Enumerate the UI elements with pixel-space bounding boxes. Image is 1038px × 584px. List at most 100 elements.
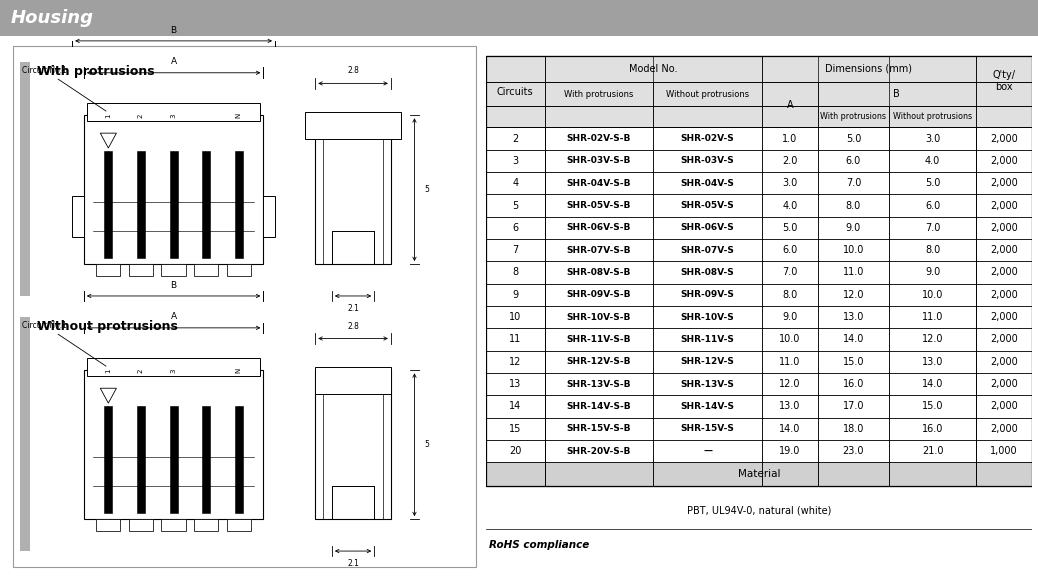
- Bar: [486, 350, 1032, 373]
- Text: 13: 13: [509, 379, 521, 389]
- Text: 6: 6: [512, 223, 518, 233]
- Text: 19.0: 19.0: [780, 446, 800, 456]
- Bar: [486, 194, 1032, 217]
- Text: 5.0: 5.0: [782, 223, 797, 233]
- Text: 14.0: 14.0: [780, 424, 800, 434]
- Bar: [316, 115, 391, 264]
- Text: Material: Material: [738, 469, 780, 479]
- Bar: [486, 440, 1032, 462]
- Bar: [129, 264, 153, 276]
- Text: 16.0: 16.0: [922, 424, 944, 434]
- Bar: [73, 196, 84, 237]
- Bar: [486, 418, 1032, 440]
- Text: SHR-11V-S: SHR-11V-S: [681, 335, 735, 344]
- Text: 12.0: 12.0: [780, 379, 800, 389]
- Text: SHR-04V-S-B: SHR-04V-S-B: [567, 179, 631, 187]
- Bar: [486, 82, 1032, 106]
- Bar: [486, 373, 1032, 395]
- Text: 9.0: 9.0: [783, 312, 797, 322]
- Bar: [87, 358, 260, 376]
- Text: 12: 12: [509, 357, 521, 367]
- Bar: [486, 395, 1032, 418]
- Bar: [486, 328, 1032, 350]
- Bar: [486, 55, 1032, 82]
- Bar: [169, 406, 177, 513]
- Text: B: B: [170, 26, 176, 34]
- Bar: [97, 264, 120, 276]
- Text: 7: 7: [512, 245, 518, 255]
- Bar: [486, 106, 1032, 127]
- Text: SHR-07V-S-B: SHR-07V-S-B: [567, 246, 631, 255]
- Bar: [486, 239, 1032, 261]
- Text: SHR-10V-S-B: SHR-10V-S-B: [567, 312, 631, 322]
- Bar: [104, 151, 112, 258]
- Bar: [129, 519, 153, 531]
- Text: SHR-02V-S-B: SHR-02V-S-B: [567, 134, 631, 143]
- Text: 10.0: 10.0: [922, 290, 944, 300]
- Text: 2,000: 2,000: [990, 200, 1017, 210]
- Text: 2.1: 2.1: [347, 559, 359, 568]
- Text: SHR-15V-S-B: SHR-15V-S-B: [567, 424, 631, 433]
- Text: 20: 20: [509, 446, 521, 456]
- Text: SHR-05V-S-B: SHR-05V-S-B: [567, 201, 631, 210]
- Text: Housing: Housing: [10, 9, 93, 27]
- Text: 7.0: 7.0: [846, 178, 862, 188]
- Bar: [264, 196, 275, 237]
- Bar: [169, 151, 177, 258]
- Text: 8.0: 8.0: [783, 290, 797, 300]
- Text: 13.0: 13.0: [780, 401, 800, 411]
- Text: SHR-06V-S-B: SHR-06V-S-B: [567, 223, 631, 232]
- Text: 13.0: 13.0: [922, 357, 944, 367]
- Text: 2.8: 2.8: [347, 322, 359, 331]
- Text: SHR-06V-S: SHR-06V-S: [681, 223, 735, 232]
- Bar: [486, 306, 1032, 328]
- Text: 1: 1: [105, 113, 111, 118]
- Text: Without protrusions: Without protrusions: [36, 320, 177, 333]
- Bar: [486, 261, 1032, 284]
- Text: 14: 14: [509, 401, 521, 411]
- Text: 15.0: 15.0: [922, 401, 944, 411]
- Bar: [486, 328, 1032, 350]
- Text: 9: 9: [512, 290, 518, 300]
- Text: 3: 3: [170, 369, 176, 373]
- Text: SHR-08V-S: SHR-08V-S: [681, 268, 735, 277]
- Text: PBT, UL94V-0, natural (white): PBT, UL94V-0, natural (white): [686, 505, 831, 515]
- Text: SHR-09V-S-B: SHR-09V-S-B: [567, 290, 631, 300]
- Text: SHR-05V-S: SHR-05V-S: [681, 201, 735, 210]
- Bar: [486, 440, 1032, 462]
- Bar: [97, 519, 120, 531]
- Text: 1,000: 1,000: [990, 446, 1017, 456]
- Text: 6.0: 6.0: [925, 200, 940, 210]
- Text: SHR-08V-S-B: SHR-08V-S-B: [567, 268, 631, 277]
- Text: 11: 11: [509, 335, 521, 345]
- Bar: [202, 406, 211, 513]
- Text: 5: 5: [512, 200, 518, 210]
- Text: 8.0: 8.0: [925, 245, 940, 255]
- Bar: [20, 317, 29, 551]
- Bar: [486, 261, 1032, 284]
- Text: 7.0: 7.0: [925, 223, 940, 233]
- Text: 2: 2: [138, 369, 144, 373]
- Text: 8.0: 8.0: [846, 200, 861, 210]
- Text: 14.0: 14.0: [922, 379, 944, 389]
- Text: 3.0: 3.0: [925, 134, 940, 144]
- Text: 2: 2: [512, 134, 518, 144]
- Text: 2,000: 2,000: [990, 245, 1017, 255]
- Text: SHR-03V-S: SHR-03V-S: [681, 157, 735, 165]
- Text: Model No.: Model No.: [629, 64, 678, 74]
- Bar: [486, 150, 1032, 172]
- Bar: [486, 55, 1032, 486]
- Text: SHR-15V-S: SHR-15V-S: [681, 424, 735, 433]
- Text: 23.0: 23.0: [843, 446, 865, 456]
- Bar: [162, 264, 186, 276]
- Text: Q'ty/
box: Q'ty/ box: [992, 70, 1015, 92]
- Bar: [305, 112, 402, 139]
- Bar: [486, 127, 1032, 150]
- Text: SHR-09V-S: SHR-09V-S: [681, 290, 735, 300]
- Text: SHR-13V-S-B: SHR-13V-S-B: [567, 380, 631, 388]
- Text: 15.0: 15.0: [843, 357, 865, 367]
- Bar: [486, 172, 1032, 194]
- Text: 13.0: 13.0: [843, 312, 864, 322]
- Text: 5.0: 5.0: [846, 134, 862, 144]
- Bar: [235, 151, 243, 258]
